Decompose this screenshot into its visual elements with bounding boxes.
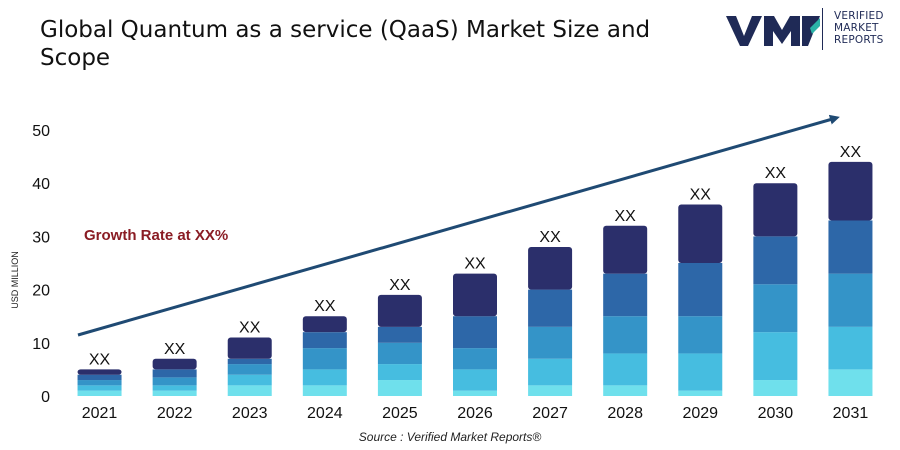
trend-arrow <box>77 114 840 337</box>
bar-segment-2028-4 <box>603 273 648 317</box>
bar-segment-2023-5 <box>227 337 272 359</box>
bar-segment-2025-3 <box>377 342 422 365</box>
data-label: XX <box>89 351 111 368</box>
bar-segment-2030-3 <box>753 284 798 333</box>
bar-segment-2021-4 <box>77 374 122 381</box>
data-label: XX <box>239 319 261 336</box>
growth-rate-label: Growth Rate at XX% <box>84 227 229 244</box>
data-label: XX <box>464 256 486 273</box>
bar-segment-2030-2 <box>753 332 798 381</box>
bar-segment-2026-5 <box>453 273 497 317</box>
bar-segment-2031-4 <box>828 220 873 274</box>
x-tick-label: 2028 <box>607 405 643 422</box>
bar-segment-2024-5 <box>302 316 347 333</box>
bar-segment-2029-5 <box>678 204 723 263</box>
bar-segment-2027-1 <box>528 385 573 396</box>
bar-segment-2024-4 <box>302 332 347 349</box>
data-label: XX <box>389 277 411 294</box>
logo-text: VERIFIED MARKET REPORTS <box>834 10 884 46</box>
source-note: Source : Verified Market Reports® <box>358 430 542 444</box>
data-labels: XX XX XX XX XX XX XX XX XX XX XX <box>89 144 862 368</box>
bar-segment-2025-5 <box>377 294 422 327</box>
bar-segment-2031-2 <box>828 326 873 370</box>
bar-segment-2026-3 <box>453 348 497 370</box>
bar-segment-2021-1 <box>77 390 122 396</box>
bar-segment-2031-1 <box>828 369 873 396</box>
y-tick-label: 40 <box>32 176 50 193</box>
bar-segment-2028-5 <box>603 225 648 274</box>
x-axis-ticks: 2021 2022 2023 2024 2025 2026 2027 2028 2029 2030… <box>82 405 869 422</box>
logo-line-2: MARKET <box>834 22 879 34</box>
bar-segment-2029-1 <box>678 390 723 396</box>
bar-segment-2021-2 <box>77 385 122 391</box>
bar-segment-2021-3 <box>77 380 122 386</box>
x-tick-label: 2022 <box>157 405 193 422</box>
bar-segment-2029-3 <box>678 316 723 354</box>
logo-line-1: VERIFIED <box>834 10 884 22</box>
x-tick-label: 2021 <box>82 405 118 422</box>
y-axis-ticks: 0 10 20 30 40 50 <box>32 123 50 406</box>
y-tick-label: 0 <box>41 389 50 406</box>
bar-segment-2022-5 <box>152 358 197 370</box>
data-label: XX <box>164 341 186 358</box>
x-tick-label: 2026 <box>457 405 493 422</box>
bar-segment-2025-2 <box>377 364 422 381</box>
bar-segment-2029-4 <box>678 263 723 317</box>
bar-segment-2031-5 <box>828 161 873 221</box>
bar-segment-2021-5 <box>77 369 122 375</box>
bar-segment-2022-4 <box>152 369 197 378</box>
y-tick-label: 20 <box>32 283 50 300</box>
bar-segment-2028-2 <box>603 353 648 386</box>
x-tick-label: 2031 <box>833 405 869 422</box>
bar-segment-2030-5 <box>753 183 798 237</box>
data-label: XX <box>840 144 862 161</box>
data-label: XX <box>314 298 336 315</box>
vmr-logo-icon <box>726 16 820 46</box>
bar-segment-2030-1 <box>753 380 798 396</box>
bar-segment-2029-2 <box>678 353 723 391</box>
logo-divider <box>822 8 823 50</box>
bar-segment-2028-3 <box>603 316 648 354</box>
bar-segment-2025-1 <box>377 380 422 396</box>
bar-segment-2025-4 <box>377 326 422 343</box>
bar-segment-2026-4 <box>453 316 497 349</box>
x-tick-label: 2027 <box>532 405 568 422</box>
data-label: XX <box>690 186 712 203</box>
bar-segment-2027-4 <box>528 289 573 327</box>
y-tick-label: 30 <box>32 229 50 246</box>
x-tick-label: 2025 <box>382 405 418 422</box>
bar-segment-2027-3 <box>528 326 573 359</box>
x-tick-label: 2023 <box>232 405 268 422</box>
x-tick-label: 2029 <box>682 405 718 422</box>
bar-segment-2024-1 <box>302 385 347 396</box>
y-tick-label: 50 <box>32 123 50 140</box>
x-tick-label: 2024 <box>307 405 343 422</box>
bar-segment-2027-5 <box>528 247 573 290</box>
bar-segment-2024-2 <box>302 369 347 386</box>
bar-segment-2024-3 <box>302 348 347 370</box>
bar-segment-2026-1 <box>453 390 497 396</box>
bar-segment-2027-2 <box>528 358 573 386</box>
bar-segment-2028-1 <box>603 385 648 396</box>
bar-segment-2022-2 <box>152 385 197 391</box>
chart-title: Global Quantum as a service (QaaS) Marke… <box>40 17 651 71</box>
logo-line-3: REPORTS <box>834 34 884 46</box>
bars <box>77 161 873 396</box>
y-tick-label: 10 <box>32 336 50 353</box>
bar-segment-2031-3 <box>828 273 873 327</box>
data-label: XX <box>765 165 787 182</box>
data-label: XX <box>615 208 637 225</box>
x-tick-label: 2030 <box>758 405 794 422</box>
data-label: XX <box>539 229 561 246</box>
bar-segment-2026-2 <box>453 369 497 391</box>
bar-segment-2023-4 <box>227 358 272 365</box>
bar-segment-2023-1 <box>227 385 272 396</box>
bar-segment-2023-3 <box>227 364 272 375</box>
bar-segment-2030-4 <box>753 236 798 285</box>
bar-segment-2022-3 <box>152 377 197 386</box>
bar-segment-2023-2 <box>227 374 272 386</box>
bar-segment-2022-1 <box>152 390 197 396</box>
